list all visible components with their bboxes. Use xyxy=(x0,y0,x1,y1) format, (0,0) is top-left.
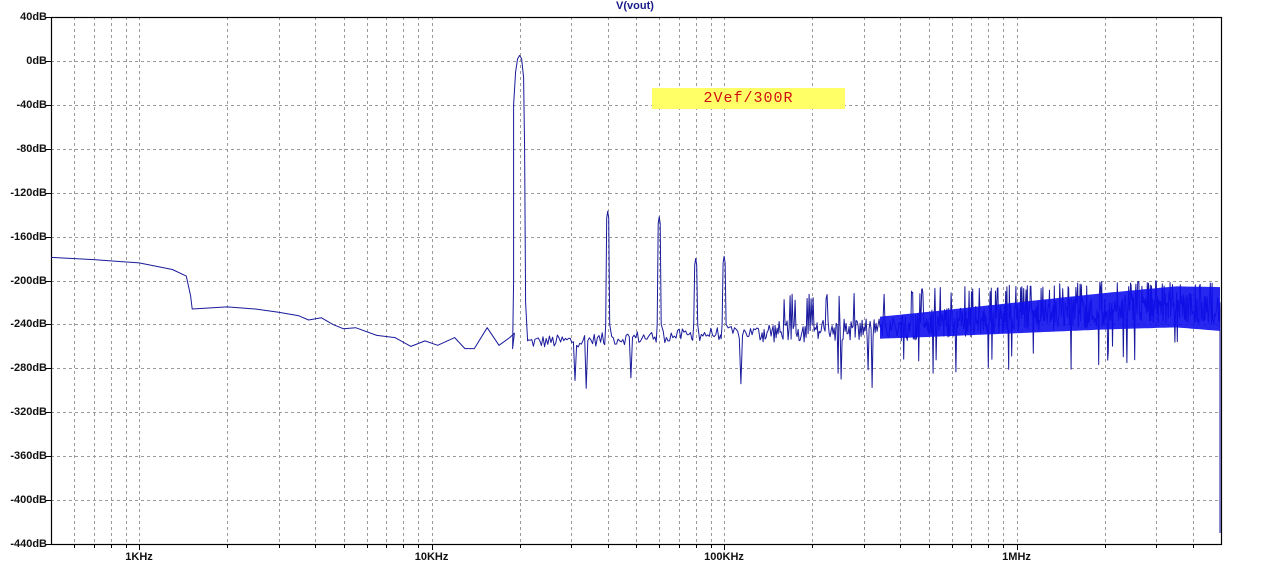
x-tick-label: 100KHz xyxy=(704,551,744,563)
chart-title: V(vout) xyxy=(616,0,654,12)
y-tick-label: -400dB xyxy=(10,494,47,507)
annotation-label: 2Vef/300R xyxy=(652,88,845,109)
plot-frame xyxy=(50,16,1223,546)
y-tick-label: -40dB xyxy=(16,98,47,111)
y-tick-label: -200dB xyxy=(10,274,47,287)
y-tick-label: -80dB xyxy=(16,142,47,155)
x-tick-label: 1KHz xyxy=(125,551,153,563)
y-tick-label: -240dB xyxy=(10,318,47,331)
noise-band xyxy=(880,286,1220,339)
y-tick-label: -320dB xyxy=(10,406,47,419)
y-tick-label: 40dB xyxy=(20,11,47,23)
y-tick-label: -120dB xyxy=(10,186,47,199)
y-tick-label: -360dB xyxy=(10,450,47,463)
y-tick-label: -440dB xyxy=(10,538,47,550)
y-tick-label: -280dB xyxy=(10,362,47,375)
x-tick-label: 1MHz xyxy=(1002,551,1031,563)
x-tick-label: 10KHz xyxy=(414,551,449,563)
y-tick-label: -160dB xyxy=(10,230,47,243)
y-tick-label: 0dB xyxy=(26,54,47,67)
trace-vout xyxy=(50,54,1221,533)
